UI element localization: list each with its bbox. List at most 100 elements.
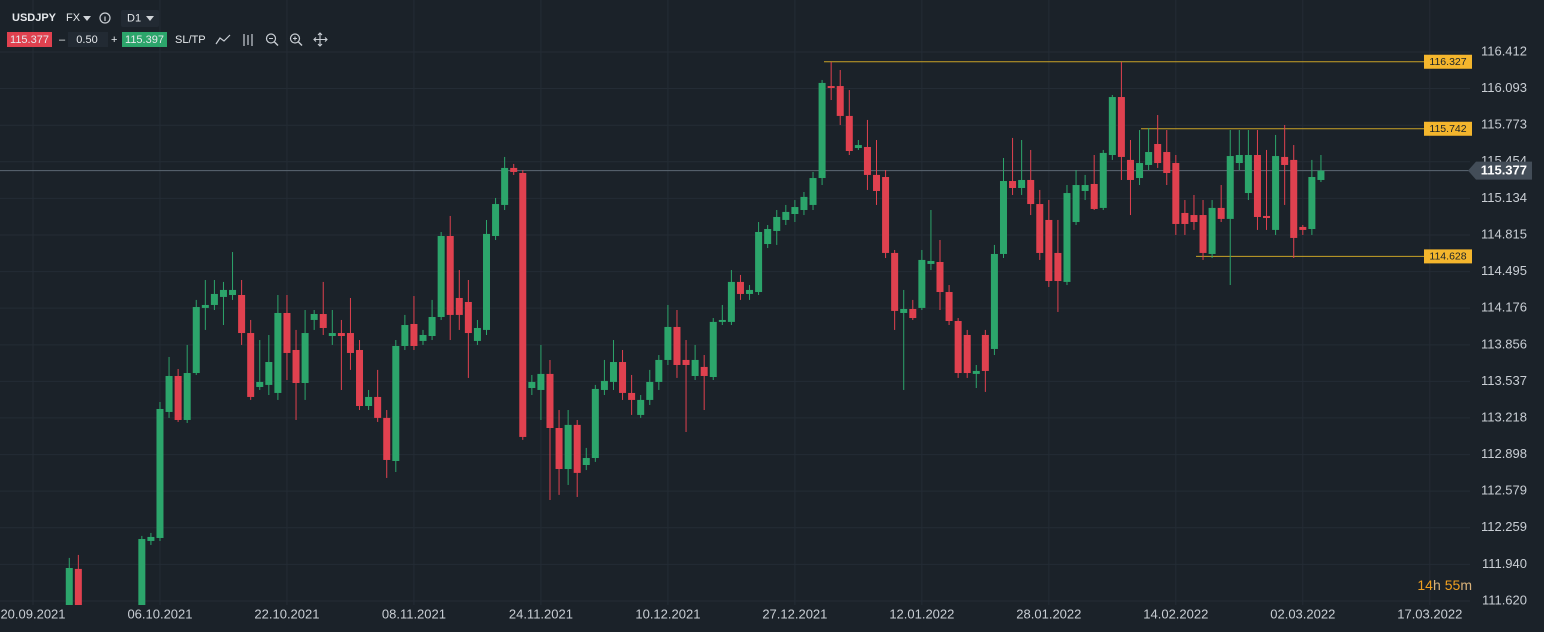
candle-body (1009, 181, 1017, 188)
buy-button[interactable] (122, 32, 167, 47)
candles-icon[interactable] (243, 34, 253, 46)
candle-body (356, 349, 364, 407)
candle-body (337, 333, 345, 337)
countdown-minutes: 55 (1445, 577, 1461, 593)
zoom-in-handle (298, 41, 303, 46)
candle-body (900, 308, 908, 313)
x-tick-label: 06.10.2021 (127, 606, 192, 621)
candle-body (174, 375, 182, 420)
symbol[interactable]: USDJPY (12, 12, 57, 24)
candle-body (401, 325, 409, 346)
countdown-minutes-unit: m (1460, 577, 1472, 593)
minus-button[interactable]: – (59, 34, 66, 46)
candle-body (473, 327, 481, 341)
zoom-out-icon[interactable] (265, 33, 277, 44)
candle-body (537, 373, 545, 390)
candle-body (219, 289, 227, 297)
candle-body (238, 294, 246, 334)
x-tick-label: 17.03.2022 (1397, 606, 1462, 621)
candle-body (528, 381, 536, 389)
volume-box[interactable] (68, 32, 108, 47)
candle-body (1108, 97, 1116, 156)
candle-body (918, 259, 926, 308)
candle-body (555, 428, 563, 470)
x-tick-label: 08.11.2021 (382, 606, 446, 621)
candle-body (1036, 204, 1044, 253)
ask-price: 115.397 (125, 34, 164, 46)
candle-body (1263, 215, 1271, 219)
candle-body (718, 319, 726, 322)
price-level-label: 115.742 (1429, 123, 1466, 135)
candle-body (891, 252, 899, 311)
axes: 116.412116.093115.773115.454115.134114.8… (0, 43, 1532, 621)
candle-body (1281, 156, 1289, 165)
candle-body (192, 307, 200, 374)
market-caret[interactable] (83, 16, 91, 21)
candle-body (183, 373, 191, 420)
candle-body (292, 349, 300, 383)
candle-body (274, 312, 282, 393)
candle-body (909, 308, 917, 319)
zoom-out-handle (274, 41, 279, 46)
candle-body (582, 458, 590, 466)
candle-body (791, 207, 799, 215)
candle-body (546, 373, 554, 429)
candle-body (1244, 155, 1252, 194)
line-chart-icon[interactable] (215, 34, 231, 45)
candle-body (1054, 252, 1062, 282)
candle-body (854, 145, 862, 149)
candle-body (691, 359, 699, 376)
y-tick-label: 115.134 (1481, 190, 1527, 205)
candle-body (1126, 159, 1134, 180)
candle-body (1317, 170, 1325, 180)
candle-body (882, 176, 890, 253)
y-tick-label: 114.815 (1481, 226, 1527, 241)
sell-button[interactable] (7, 32, 52, 47)
plus-button[interactable]: + (111, 34, 117, 46)
candle-body (392, 345, 400, 461)
candle-body (501, 167, 509, 205)
candle-body (1099, 152, 1107, 208)
info-icon[interactable] (99, 12, 111, 24)
candle-body (1063, 193, 1071, 282)
candle-body (827, 86, 835, 88)
price-level-label: 114.628 (1429, 251, 1466, 263)
candle-body (746, 289, 754, 294)
sltp-button[interactable]: SL/TP (175, 34, 206, 46)
candle-body (664, 326, 672, 360)
candle-body (637, 399, 645, 415)
candle-body (564, 424, 572, 470)
candle-body (374, 396, 382, 418)
candle-body (1045, 219, 1053, 282)
current-price-tag (1468, 161, 1532, 180)
candle-body (936, 262, 944, 293)
grid (0, 0, 1470, 605)
timeframe-box[interactable] (121, 10, 159, 27)
candle-body (700, 366, 708, 376)
y-tick-label: 114.495 (1481, 263, 1527, 278)
toolbar: USDJPY FX D1 115.377 – 0.50 + 115.397 SL… (7, 10, 328, 47)
candle-body (755, 231, 763, 293)
candle-body (591, 388, 599, 459)
candle-body (1290, 159, 1298, 238)
candle-body (773, 216, 781, 231)
y-tick-label: 111.620 (1482, 592, 1527, 607)
candle-body (1117, 97, 1125, 157)
price-level-tag (1424, 249, 1472, 264)
y-tick-label: 112.898 (1481, 446, 1527, 461)
pan-icon[interactable] (313, 32, 328, 47)
candle-body (945, 292, 953, 322)
y-tick-label: 111.940 (1482, 556, 1527, 571)
candle-body (419, 334, 427, 341)
bid-price: 115.377 (10, 34, 49, 46)
candle-body (873, 174, 881, 191)
candle-body (1217, 207, 1225, 219)
price-level-tag (1424, 54, 1472, 69)
zoom-in-icon[interactable] (289, 33, 301, 44)
candle-body (981, 334, 989, 371)
candle-body (863, 146, 871, 175)
x-tick-label: 24.11.2021 (509, 606, 573, 621)
candle-body (954, 321, 962, 374)
